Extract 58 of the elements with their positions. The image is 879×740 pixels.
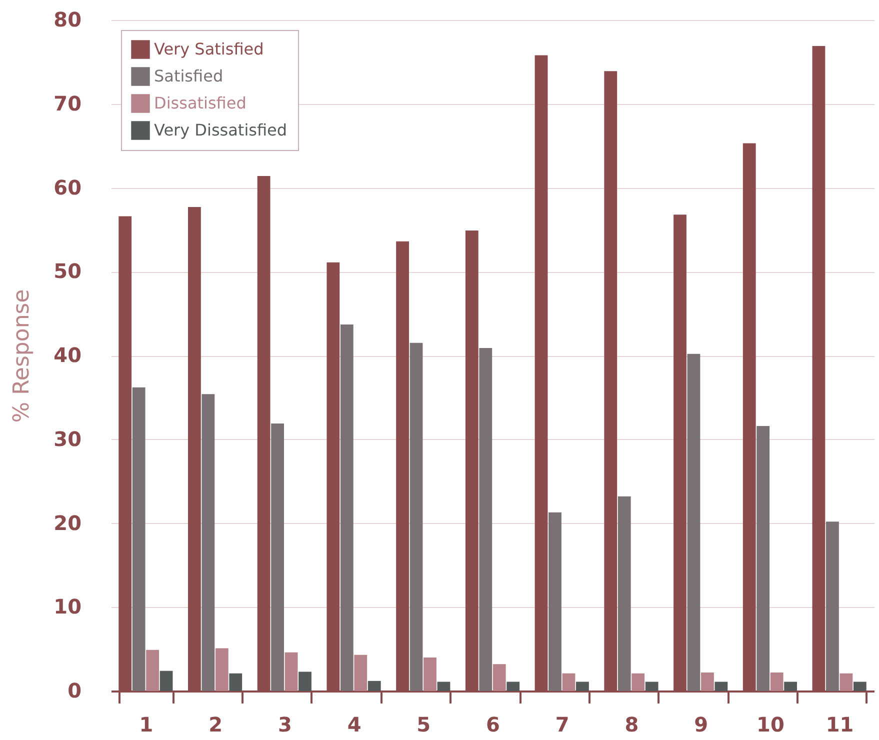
x-tick-label: 1: [139, 712, 154, 736]
y-tick-label: 70: [54, 91, 82, 116]
bar: [160, 670, 173, 691]
bar: [298, 672, 312, 691]
bar: [853, 682, 866, 691]
legend-label: Satisfied: [154, 66, 224, 86]
y-tick-label: 20: [54, 510, 82, 535]
bar: [202, 394, 215, 691]
bar: [284, 652, 298, 691]
y-tick-label: 60: [54, 175, 82, 200]
bar: [340, 324, 354, 691]
bar: [632, 673, 645, 691]
x-tick-label: 3: [278, 712, 292, 736]
bar: [756, 426, 770, 691]
bar: [618, 496, 631, 691]
bar: [562, 673, 576, 691]
bar: [215, 648, 228, 691]
bar: [576, 682, 589, 691]
legend-label: Dissatisfied: [154, 94, 246, 112]
x-tick-label: 7: [555, 712, 570, 736]
bar: [506, 682, 520, 691]
x-tick-label: 6: [486, 712, 500, 736]
bar: [410, 342, 423, 691]
x-tick-label: 8: [624, 712, 639, 736]
legend-label: Very Satisfied: [154, 40, 264, 58]
bar: [492, 664, 506, 691]
bar: [229, 673, 242, 691]
y-tick-label: 0: [68, 678, 82, 702]
bar: [132, 387, 146, 691]
bar: [687, 354, 700, 691]
y-tick-label: 10: [54, 594, 82, 619]
x-tick-label: 9: [694, 712, 708, 736]
x-tick-label: 5: [416, 712, 431, 736]
bar: [437, 682, 450, 691]
y-tick-label: 40: [54, 343, 82, 367]
x-tick-label: 11: [826, 712, 854, 736]
x-tick-label: 10: [756, 712, 784, 736]
y-axis-title: % Response: [10, 289, 35, 423]
bar: [645, 682, 658, 691]
bar: [424, 657, 436, 691]
bar: [479, 348, 492, 691]
y-tick-label: 80: [54, 8, 82, 32]
bar: [146, 650, 159, 691]
y-tick-label: 50: [54, 259, 82, 284]
x-tick-label: 4: [347, 712, 362, 736]
bar: [701, 672, 714, 691]
bar: [770, 672, 784, 691]
y-tick-label: 30: [54, 426, 82, 451]
bar: [548, 512, 562, 691]
bar: [271, 423, 284, 691]
bar: [784, 682, 798, 691]
bar: [840, 673, 853, 691]
x-tick-label: 2: [208, 712, 223, 736]
bar: [354, 654, 368, 691]
bar: [714, 682, 728, 691]
legend-label: Very Dissatisfied: [154, 120, 288, 140]
bar: [368, 680, 381, 691]
bar: [826, 522, 839, 691]
